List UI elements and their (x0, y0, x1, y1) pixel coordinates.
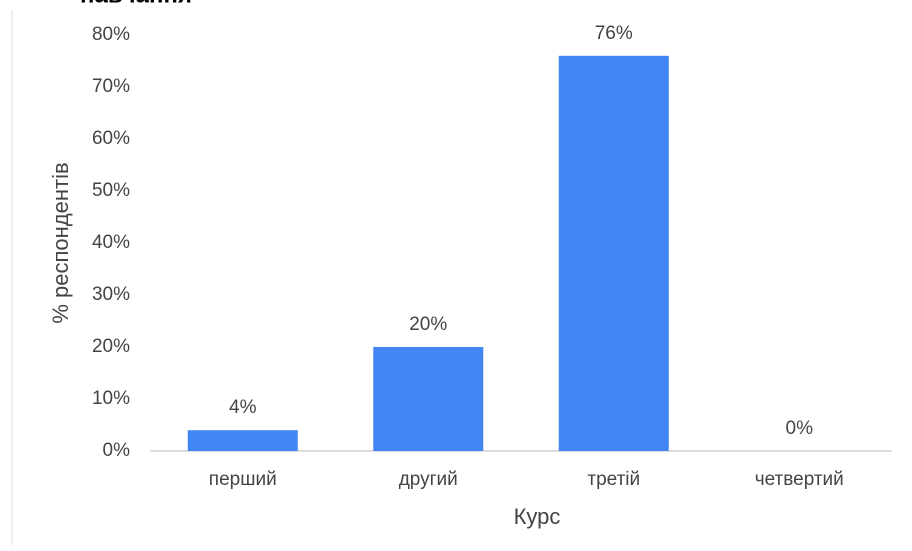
chart-title: навчання (80, 0, 192, 8)
data-label: 0% (786, 418, 814, 439)
data-label: 20% (409, 314, 447, 335)
x-tick-label: перший (209, 469, 277, 490)
y-tick-label: 80% (92, 24, 130, 45)
x-axis-title: Курс (514, 504, 561, 529)
y-tick-label: 20% (92, 336, 130, 357)
bar (558, 55, 669, 452)
x-tick-label: третій (587, 469, 640, 490)
bar (187, 430, 298, 451)
y-tick-label: 40% (92, 232, 130, 253)
y-tick-label: 0% (103, 440, 131, 461)
y-tick-label: 50% (92, 180, 130, 201)
y-axis-title: % респондентів (48, 162, 73, 323)
y-tick-label: 60% (92, 128, 130, 149)
x-tick-label: другий (399, 469, 458, 490)
y-tick-label: 70% (92, 76, 130, 97)
x-tick-label: четвертий (755, 469, 844, 490)
bar (373, 347, 484, 451)
y-tick-label: 10% (92, 388, 130, 409)
y-tick-label: 30% (92, 284, 130, 305)
data-label: 76% (595, 23, 633, 44)
data-label: 4% (229, 397, 257, 418)
